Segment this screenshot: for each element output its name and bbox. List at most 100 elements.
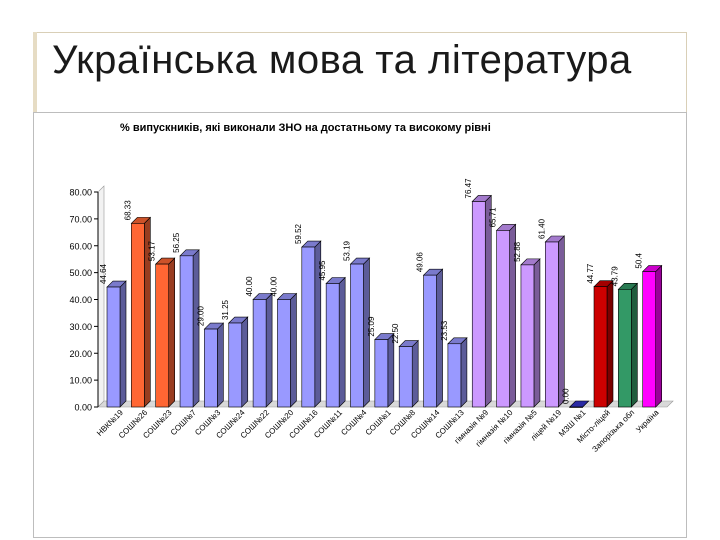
bar-front xyxy=(301,246,316,408)
bar-front xyxy=(423,274,437,408)
bar-front xyxy=(228,322,243,408)
bar-side xyxy=(290,292,297,408)
bar xyxy=(641,264,663,408)
bar-side xyxy=(557,235,565,408)
bar-front xyxy=(374,339,389,408)
bar xyxy=(447,337,468,408)
y-tick-label: 70.00 xyxy=(69,214,92,224)
bar-front xyxy=(642,271,657,408)
bar-front xyxy=(325,283,340,408)
bar-front xyxy=(155,263,169,408)
bar-side xyxy=(411,339,419,408)
data-label: 29.00 xyxy=(196,305,205,326)
x-tick-label: Запорізька обл xyxy=(590,408,636,454)
bar-front xyxy=(398,346,413,408)
bar-front xyxy=(252,299,267,408)
bar-side xyxy=(338,276,346,408)
data-label: 23.53 xyxy=(440,320,449,341)
slide-title: Українська мова та література xyxy=(52,38,632,82)
bar xyxy=(276,292,298,408)
bar-front xyxy=(350,263,364,408)
bar xyxy=(154,257,176,408)
chart-side-wall xyxy=(97,185,105,408)
y-tick-label: 30.00 xyxy=(69,322,92,332)
bar-side xyxy=(265,292,273,408)
bar xyxy=(252,292,273,408)
data-label: 45.95 xyxy=(318,260,327,281)
bar-front xyxy=(131,223,145,408)
bar xyxy=(374,332,395,408)
data-label: 49.06 xyxy=(416,252,425,273)
bar-side xyxy=(217,322,224,408)
bar-side xyxy=(192,249,200,408)
data-label: 44.77 xyxy=(586,263,595,284)
bar xyxy=(301,240,322,408)
data-label: 50.4 xyxy=(635,252,644,268)
bar-side xyxy=(460,337,468,408)
data-label: 44.64 xyxy=(99,263,108,284)
x-tick-label: Україна xyxy=(634,408,661,435)
bar-front xyxy=(569,406,583,408)
data-label: 56.25 xyxy=(172,232,181,253)
bar xyxy=(130,216,152,408)
y-tick-label: 0.00 xyxy=(74,403,92,413)
data-label: 43.79 xyxy=(610,266,619,287)
data-label: 68.33 xyxy=(123,200,132,221)
data-label: 76.47 xyxy=(464,178,473,199)
bar-side xyxy=(168,257,175,408)
bar-front xyxy=(496,230,510,408)
bar xyxy=(471,194,492,408)
bar-side xyxy=(655,264,663,408)
bar xyxy=(349,257,371,408)
data-label: 31.25 xyxy=(221,299,230,320)
bar-front xyxy=(179,255,194,408)
bar-side xyxy=(119,280,127,408)
y-tick-label: 60.00 xyxy=(69,241,92,251)
bar-front xyxy=(204,328,218,408)
data-label: 59.52 xyxy=(294,223,303,244)
data-label: 22.50 xyxy=(391,323,400,344)
bar-front xyxy=(618,289,632,408)
data-label: 40.00 xyxy=(245,276,254,297)
bar-front xyxy=(277,299,291,408)
y-tick-label: 80.00 xyxy=(69,188,92,198)
title-frame xyxy=(33,32,687,117)
bar xyxy=(544,235,566,408)
y-tick-label: 10.00 xyxy=(69,376,92,386)
data-label: 53.17 xyxy=(148,241,157,262)
bar xyxy=(398,339,419,408)
data-label: 40.00 xyxy=(269,276,278,297)
bar-side xyxy=(631,282,638,408)
bar-front xyxy=(544,241,559,408)
bar xyxy=(228,316,249,408)
chart-title: % випускників, які виконали ЗНО на доста… xyxy=(120,122,491,134)
bar-side xyxy=(533,258,541,408)
bar-front xyxy=(106,286,121,408)
bar xyxy=(106,280,127,408)
bar-front xyxy=(471,201,486,408)
y-tick-label: 20.00 xyxy=(69,349,92,359)
bar xyxy=(203,322,225,408)
bar xyxy=(179,249,200,408)
bar-side xyxy=(387,332,395,408)
data-label: 25.09 xyxy=(367,316,376,337)
data-label: 52.88 xyxy=(513,241,522,262)
bar-front xyxy=(447,343,462,408)
bar xyxy=(520,258,541,408)
bar-front xyxy=(520,264,535,408)
bar-side xyxy=(241,316,249,408)
y-tick-label: 50.00 xyxy=(69,268,92,278)
title-accent-bar xyxy=(33,32,37,116)
bar xyxy=(568,400,590,408)
bar-front xyxy=(593,286,608,408)
bar xyxy=(617,282,639,408)
bar xyxy=(495,223,517,408)
y-tick-label: 40.00 xyxy=(69,295,92,305)
data-label: 61.40 xyxy=(537,218,546,239)
data-label: 65.71 xyxy=(489,207,498,228)
bar-side xyxy=(606,279,614,408)
bar xyxy=(325,276,346,408)
bar xyxy=(422,268,444,408)
data-label: 0.00 xyxy=(562,388,571,404)
